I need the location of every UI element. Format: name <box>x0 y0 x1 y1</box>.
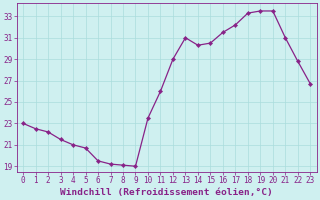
X-axis label: Windchill (Refroidissement éolien,°C): Windchill (Refroidissement éolien,°C) <box>60 188 273 197</box>
